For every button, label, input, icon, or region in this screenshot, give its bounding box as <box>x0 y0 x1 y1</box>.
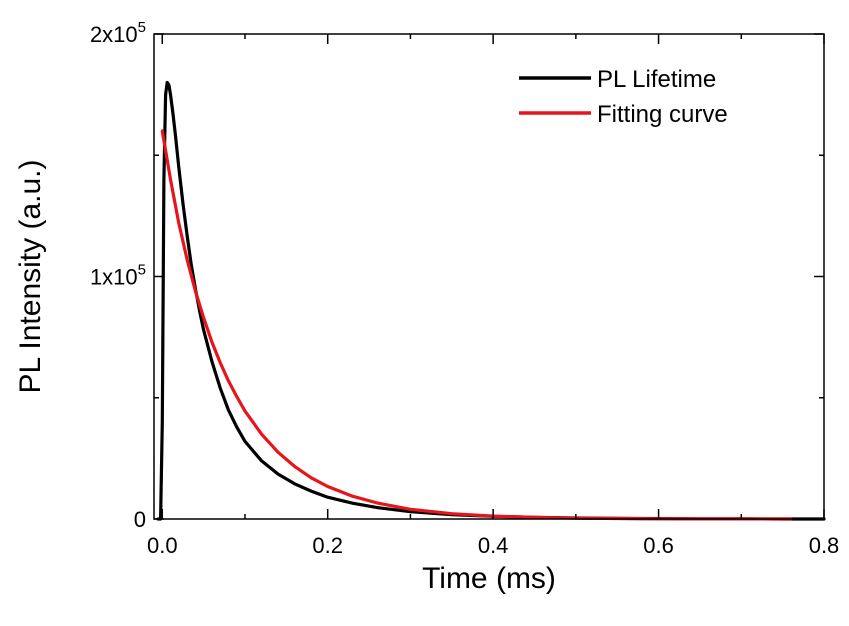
y-axis-title: PL Intensity (a.u.) <box>14 160 47 394</box>
x-tick-label: 0.8 <box>809 533 840 558</box>
y-tick-label: 2x105 <box>90 19 146 47</box>
legend-label-fitting-curve: Fitting curve <box>597 101 728 128</box>
x-tick-label: 0.0 <box>147 533 178 558</box>
x-axis-title: Time (ms) <box>422 562 556 595</box>
x-tick-label: 0.2 <box>312 533 343 558</box>
ticks-layer <box>154 33 825 520</box>
legend-label-pl-lifetime: PL Lifetime <box>597 66 716 93</box>
legend: PL Lifetime Fitting curve <box>519 66 728 128</box>
y-tick-labels: 0 1x105 2x105 <box>90 19 146 532</box>
x-tick-label: 0.6 <box>643 533 674 558</box>
x-tick-labels: 0.0 0.2 0.4 0.6 0.8 <box>147 533 839 558</box>
x-tick-label: 0.4 <box>478 533 509 558</box>
y-tick-label: 0 <box>134 507 146 532</box>
y-tick-label: 1x105 <box>90 262 146 290</box>
